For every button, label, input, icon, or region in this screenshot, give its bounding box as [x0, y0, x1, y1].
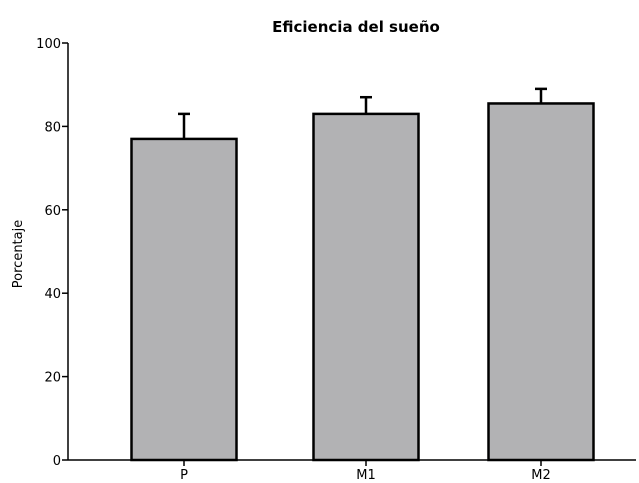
y-tick-label: 60 — [44, 204, 61, 219]
y-tick-label: 80 — [44, 120, 61, 135]
y-tick-label: 40 — [44, 287, 61, 302]
chart-title: Eficiencia del sueño — [272, 18, 440, 36]
y-tick-label: 0 — [53, 454, 61, 469]
x-tick-label: P — [180, 468, 188, 483]
x-tick-label: M2 — [531, 468, 551, 483]
y-tick-label: 20 — [44, 371, 61, 386]
x-tick-label: M1 — [356, 468, 376, 483]
bar — [312, 112, 420, 462]
bars — [130, 87, 595, 462]
y-tick-label: 100 — [36, 37, 61, 52]
y-axis-label: Porcentaje — [11, 220, 26, 288]
bar — [487, 102, 595, 462]
bar — [130, 137, 238, 462]
